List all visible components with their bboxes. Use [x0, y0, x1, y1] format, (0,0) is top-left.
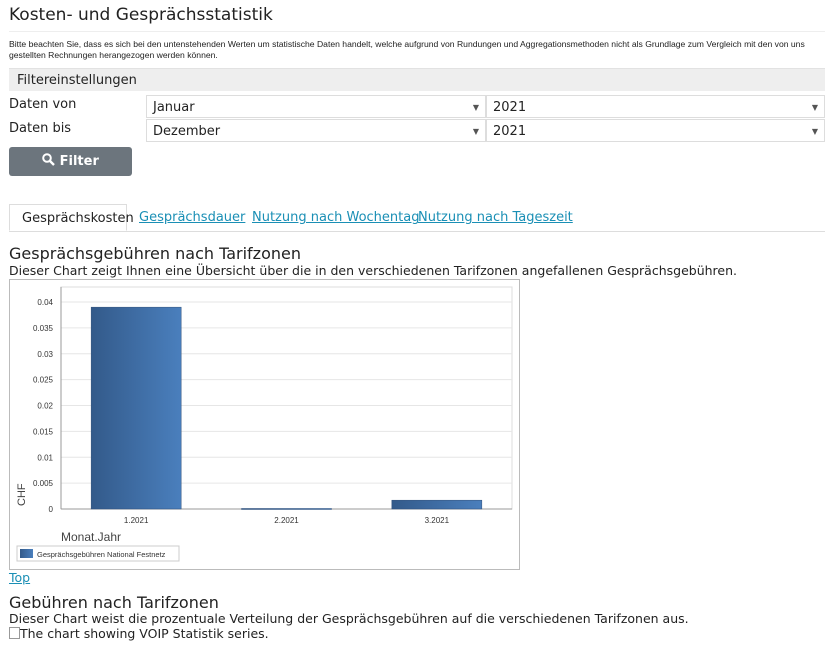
chevron-down-icon: ▼: [811, 127, 818, 136]
top-link[interactable]: Top: [9, 570, 31, 585]
section-description: Dieser Chart zeigt Ihnen eine Übersicht …: [9, 263, 738, 278]
apply-filter-button[interactable]: Filter anwenden: [9, 147, 132, 198]
x-tick-label: 3.2021: [425, 516, 450, 525]
from-year-value: 2021: [493, 100, 527, 115]
y-tick-label: 0.03: [37, 350, 53, 359]
from-label: Daten von: [9, 97, 77, 112]
legend-label: Gesprächsgebühren National Festnetz: [37, 550, 166, 559]
from-month-value: Januar: [153, 100, 195, 115]
y-tick-label: 0.01: [37, 453, 53, 462]
to-label: Daten bis: [9, 121, 72, 136]
from-month-select[interactable]: Januar ▼: [146, 95, 486, 118]
broken-image-icon: [9, 627, 20, 639]
y-tick-label: 0.015: [33, 427, 54, 436]
bar: [241, 508, 332, 510]
bar-chart: 0 0.005 0.01 0.015 0.02 0.025 0.03 0.035 0.04 1.2…: [9, 279, 520, 570]
bar: [391, 499, 483, 510]
to-month-select[interactable]: Dezember ▼: [146, 119, 486, 142]
x-axis-title: Monat.Jahr: [61, 530, 121, 544]
page-title: Kosten- und Gesprächsstatistik: [9, 5, 273, 25]
to-year-value: 2021: [493, 124, 527, 139]
chevron-down-icon: ▼: [811, 103, 818, 112]
y-tick-label: 0.025: [33, 376, 54, 385]
tab-gespraechsdauer[interactable]: Gesprächsdauer: [139, 210, 246, 225]
chart-svg: 0 0.005 0.01 0.015 0.02 0.025 0.03 0.035 0.04 1.2…: [16, 286, 513, 562]
disclaimer-note: Bitte beachten Sie, dass es sich bei den…: [9, 39, 805, 60]
tab-bar: Gesprächskosten Gesprächsdauer Nutzung n…: [9, 204, 825, 232]
y-tick-label: 0: [49, 505, 54, 514]
divider: [9, 31, 825, 32]
y-tick-label: 0.035: [33, 324, 54, 333]
legend-swatch: [20, 549, 33, 558]
to-month-value: Dezember: [153, 124, 221, 139]
tab-nutzung-wochentag[interactable]: Nutzung nach Wochentag: [252, 210, 420, 225]
y-tick-label: 0.005: [33, 479, 54, 488]
filter-header: Filtereinstellungen: [9, 68, 825, 91]
image-alt-text: The chart showing VOIP Statistik series.: [20, 626, 269, 641]
chevron-down-icon: ▼: [472, 103, 479, 112]
search-icon: [42, 153, 55, 166]
section2-title: Gebühren nach Tarifzonen: [9, 593, 219, 612]
apply-filter-label: Filter anwenden: [32, 154, 109, 198]
bar: [90, 306, 182, 510]
section-title: Gesprächsgebühren nach Tarifzonen: [9, 244, 301, 263]
tab-gespraechskosten[interactable]: Gesprächskosten: [9, 204, 134, 231]
y-axis-title: CHF: [16, 483, 28, 506]
tab-nutzung-tageszeit[interactable]: Nutzung nach Tageszeit: [418, 210, 573, 225]
legend-box: [16, 545, 180, 562]
chevron-down-icon: ▼: [472, 127, 479, 136]
broken-chart-image: The chart showing VOIP Statistik series.: [9, 626, 269, 641]
x-tick-label: 1.2021: [124, 516, 149, 525]
y-tick-label: 0.02: [37, 402, 53, 411]
to-year-select[interactable]: 2021 ▼: [486, 119, 825, 142]
section2-description: Dieser Chart weist die prozentuale Verte…: [9, 611, 689, 626]
y-tick-label: 0.04: [37, 298, 53, 307]
x-tick-label: 2.2021: [274, 516, 299, 525]
from-year-select[interactable]: 2021 ▼: [486, 95, 825, 118]
